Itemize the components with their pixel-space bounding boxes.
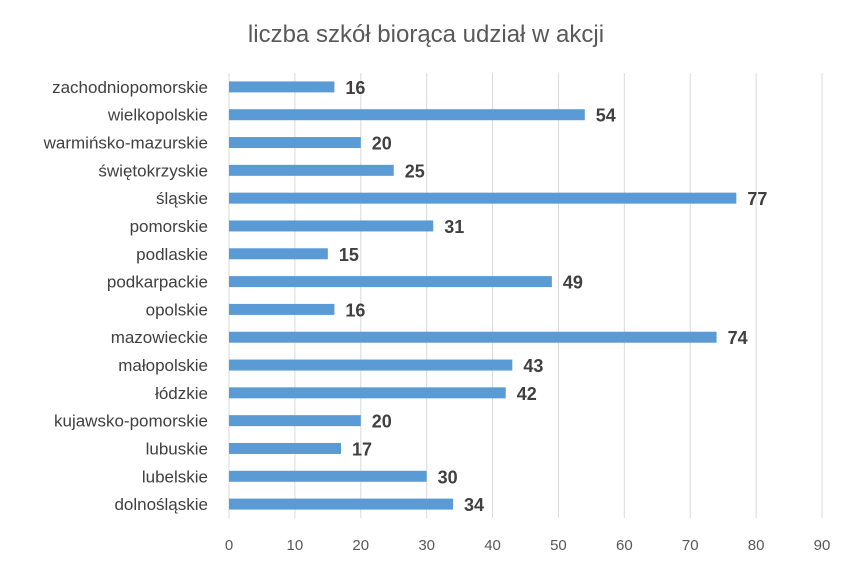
data-label: 25 [405,161,425,181]
x-tick-label: 10 [287,537,304,554]
category-labels: dolnośląskie lubelskie lubuskie kujawsko-po… [43,78,208,514]
x-tick-label: 30 [418,537,435,554]
bar [229,331,717,343]
x-tick-label: 40 [484,537,501,554]
data-label: 42 [517,384,537,404]
bar [229,276,552,288]
data-label: 20 [372,412,392,432]
category-label: dolnośląskie [114,495,208,514]
data-label: 16 [345,78,365,98]
data-label: 43 [523,356,543,376]
data-label: 16 [345,300,365,320]
category-label: zachodniopomorskie [52,78,208,97]
data-label: 49 [563,273,583,293]
bar [229,303,335,315]
category-label: podkarpackie [107,273,208,292]
x-tick-label: 0 [225,537,233,554]
category-label: śląskie [156,189,208,208]
x-tick-label: 80 [748,537,765,554]
category-label: kujawsko-pomorskie [54,412,208,431]
data-label: 54 [596,106,616,126]
data-label: 17 [352,439,372,459]
x-tick-label: 60 [616,537,633,554]
data-label: 74 [728,328,748,348]
bar [229,415,361,427]
bar [229,137,361,149]
bar [229,248,328,260]
bars [229,81,737,510]
bar [229,442,342,454]
bar [229,470,427,482]
category-label: podlaskie [136,245,208,264]
category-label: łódzkie [155,384,208,403]
data-label: 15 [339,245,359,265]
data-label: 30 [438,467,458,487]
bar [229,192,737,204]
category-label: świętokrzyskie [98,161,208,180]
category-label: mazowieckie [111,328,208,347]
bar [229,359,513,371]
x-tick-label: 50 [550,537,567,554]
x-tick-label: 20 [352,537,369,554]
data-label: 20 [372,134,392,154]
category-label: lubelskie [142,467,208,486]
category-label: wielkopolskie [107,106,208,125]
bar [229,220,434,232]
bar [229,498,454,510]
x-axis-tick-labels: 0 10 20 30 40 50 60 70 80 90 [225,537,831,554]
bar [229,164,394,176]
x-tick-label: 90 [814,537,831,554]
data-label: 34 [464,495,484,515]
chart-title: liczba szkół biorąca udział w akcji [248,21,604,48]
category-label: pomorskie [130,217,208,236]
category-label: lubuskie [146,439,208,458]
x-tick-label: 70 [682,537,699,554]
data-label: 77 [747,189,767,209]
bar [229,387,506,399]
category-label: warmińsko-mazurskie [43,134,208,153]
category-label: małopolskie [118,356,208,375]
bar [229,109,585,121]
data-label: 31 [444,217,464,237]
category-label: opolskie [146,300,208,319]
bar [229,81,335,93]
